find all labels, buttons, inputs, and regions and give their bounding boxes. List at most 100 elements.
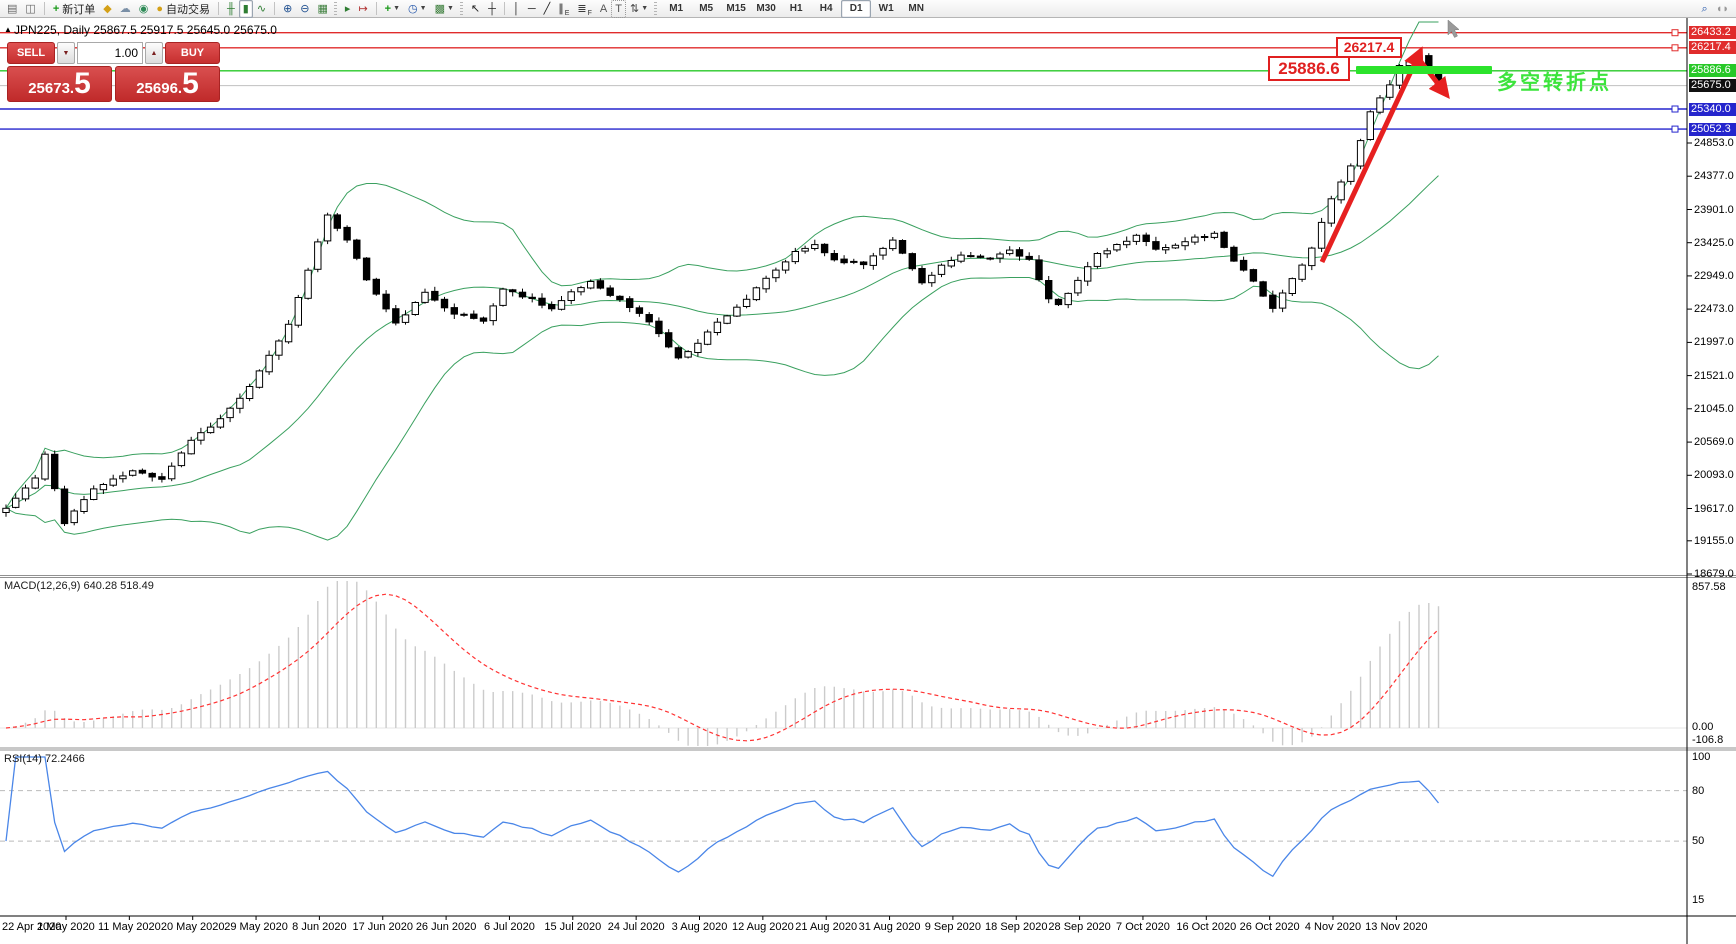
rsi-pane bbox=[0, 756, 1687, 878]
toolbar-separator bbox=[43, 2, 45, 15]
turning-point-text[interactable]: 多空转折点 bbox=[1497, 72, 1612, 94]
date-label[interactable]: 26 Jun 2020 bbox=[415, 921, 477, 933]
buy-price-small: 25696. bbox=[136, 80, 183, 97]
crosshair-icon[interactable]: ┼ bbox=[484, 0, 500, 18]
date-label[interactable]: 3 Aug 2020 bbox=[671, 921, 728, 933]
date-label[interactable]: 18 Sep 2020 bbox=[985, 921, 1048, 933]
date-label[interactable]: 15 Jul 2020 bbox=[544, 921, 602, 933]
date-label[interactable]: 6 Jul 2020 bbox=[484, 921, 535, 933]
new-order-icon: + bbox=[52, 2, 60, 15]
signal-icon: ◉ bbox=[138, 2, 149, 15]
cursor-icon[interactable]: ↖ bbox=[467, 0, 484, 18]
date-label[interactable]: 7 Oct 2020 bbox=[1116, 921, 1170, 933]
line-chart-icon: ∿ bbox=[256, 2, 267, 15]
toolbar-grip bbox=[333, 2, 337, 15]
date-label[interactable]: 16 Oct 2020 bbox=[1176, 921, 1237, 933]
trendline-icon[interactable]: ╱ bbox=[540, 0, 555, 18]
bb-lower-band bbox=[5, 277, 1439, 541]
date-label[interactable]: 12 Aug 2020 bbox=[731, 921, 794, 933]
candlestick-chart-icon: ▮ bbox=[242, 2, 249, 15]
styler-bucket-icon: ◆ bbox=[103, 2, 112, 15]
buy-price-button[interactable]: 25696. 5 bbox=[115, 66, 220, 102]
timeframe-button-m1[interactable]: M1 bbox=[669, 3, 684, 14]
volume-input[interactable] bbox=[77, 42, 143, 64]
buy-button[interactable]: BUY bbox=[165, 42, 220, 64]
date-label[interactable]: 4 Nov 2020 bbox=[1304, 921, 1362, 933]
equidistant-channel-icon[interactable]: ∥ E bbox=[558, 2, 570, 17]
date-label[interactable]: 13 Nov 2020 bbox=[1365, 921, 1428, 933]
styler-bucket-icon[interactable]: ◆ bbox=[99, 0, 115, 18]
signal-icon[interactable]: ◉ bbox=[135, 0, 153, 18]
text-label-icon[interactable]: T bbox=[611, 0, 626, 18]
auto-trading-icon: ● bbox=[156, 2, 163, 15]
chart-shift-icon[interactable]: ↦ bbox=[354, 0, 371, 18]
date-label[interactable]: 17 Jun 2020 bbox=[352, 921, 414, 933]
date-label[interactable]: 21 Aug 2020 bbox=[795, 921, 858, 933]
community-icon: ◖◗ bbox=[1715, 2, 1729, 15]
bar-chart-icon[interactable]: ╫ bbox=[223, 0, 239, 18]
volume-up-button[interactable]: ▲ bbox=[145, 42, 163, 64]
community-icon[interactable]: ◖◗ bbox=[1712, 0, 1733, 18]
timeframe-button-h4[interactable]: H4 bbox=[819, 3, 833, 14]
line-chart-icon[interactable]: ∿ bbox=[253, 0, 270, 18]
chart-profile-icon[interactable]: ◫ bbox=[21, 0, 39, 18]
price-axis-label: 23425.0 bbox=[1694, 236, 1734, 249]
text-icon[interactable]: A bbox=[596, 0, 611, 18]
date-label[interactable]: 9 Sep 2020 bbox=[924, 921, 982, 933]
templates-icon: ▩ bbox=[434, 2, 445, 15]
timeframe-button-h1[interactable]: H1 bbox=[789, 3, 803, 14]
support-price-label[interactable]: 25886.6 bbox=[1268, 56, 1350, 81]
auto-scroll-icon[interactable]: ▸ bbox=[341, 0, 355, 18]
search-icon[interactable]: ⌕ bbox=[1698, 0, 1712, 18]
date-label[interactable]: 11 May 2020 bbox=[97, 921, 161, 933]
volume-down-button[interactable]: ▼ bbox=[57, 42, 75, 64]
timeframe-button-m15[interactable]: M15 bbox=[726, 3, 746, 14]
trendline-icon: ╱ bbox=[543, 2, 551, 15]
horizontal-line-icon[interactable]: ─ bbox=[524, 0, 540, 18]
timeframe-button-m30[interactable]: M30 bbox=[756, 3, 776, 14]
sell-button[interactable]: SELL bbox=[7, 42, 55, 64]
timeframe-button-w1[interactable]: W1 bbox=[878, 3, 894, 14]
sell-price-button[interactable]: 25673. 5 bbox=[7, 66, 112, 102]
drawing-objects[interactable] bbox=[1319, 46, 1492, 264]
timeframe-button-mn[interactable]: MN bbox=[908, 3, 924, 14]
bar-chart-icon: ╫ bbox=[226, 2, 235, 15]
cloud-sync-icon[interactable]: ☁ bbox=[116, 0, 135, 18]
vertical-line-icon[interactable]: │ bbox=[509, 0, 524, 18]
zoom-out-icon[interactable]: ⊖ bbox=[296, 0, 313, 18]
resistance-price-label[interactable]: 26217.4 bbox=[1336, 37, 1402, 58]
templates-button[interactable]: ▩ ▼ bbox=[434, 2, 454, 15]
bb-upper-band bbox=[5, 21, 1439, 509]
price-axis-label: 22473.0 bbox=[1694, 303, 1734, 316]
date-label[interactable]: 8 Jun 2020 bbox=[292, 921, 347, 933]
new-order-button[interactable]: + 新订单 bbox=[52, 2, 96, 16]
tile-windows-icon[interactable]: ▦ bbox=[314, 0, 332, 18]
indicators-icon: + bbox=[384, 2, 392, 15]
window-properties-icon[interactable]: ▤ bbox=[3, 0, 21, 18]
price-tag-25052.3: 25052.3 bbox=[1689, 122, 1736, 136]
price-axis-label: 21045.0 bbox=[1694, 402, 1734, 415]
indicators-button[interactable]: + ▼ bbox=[384, 2, 401, 15]
date-label[interactable]: 29 May 2020 bbox=[224, 921, 288, 933]
toolbar-separator bbox=[375, 2, 377, 15]
date-label[interactable]: 28 Sep 2020 bbox=[1048, 921, 1111, 933]
fibonacci-icon[interactable]: ≣ F bbox=[577, 2, 592, 17]
date-label[interactable]: 20 May 2020 bbox=[160, 921, 225, 933]
date-label[interactable]: 24 Jul 2020 bbox=[607, 921, 665, 933]
date-label[interactable]: 26 Oct 2020 bbox=[1239, 921, 1300, 933]
zoom-out-icon: ⊖ bbox=[300, 2, 310, 15]
date-label[interactable]: 31 Aug 2020 bbox=[858, 921, 921, 933]
chart-frame bbox=[0, 18, 1736, 944]
trend-arrow-down bbox=[1416, 56, 1450, 99]
zoom-in-icon[interactable]: ⊕ bbox=[279, 0, 296, 18]
search-icon: ⌕ bbox=[1701, 2, 1708, 15]
timeframe-button-m5[interactable]: M5 bbox=[699, 3, 714, 14]
arrows-icon[interactable]: ⇅ ▼ bbox=[629, 2, 649, 15]
candlestick-chart-icon[interactable]: ▮ bbox=[238, 0, 253, 18]
date-label[interactable]: 22 Apr 2020 bbox=[2, 921, 62, 933]
timeframe-button-d1[interactable]: D1 bbox=[841, 0, 872, 18]
periods-button[interactable]: ◷ ▼ bbox=[408, 2, 427, 15]
auto-trading-button[interactable]: ● 自动交易 bbox=[156, 2, 210, 16]
date-label[interactable]: 1 May 2020 bbox=[37, 921, 95, 933]
